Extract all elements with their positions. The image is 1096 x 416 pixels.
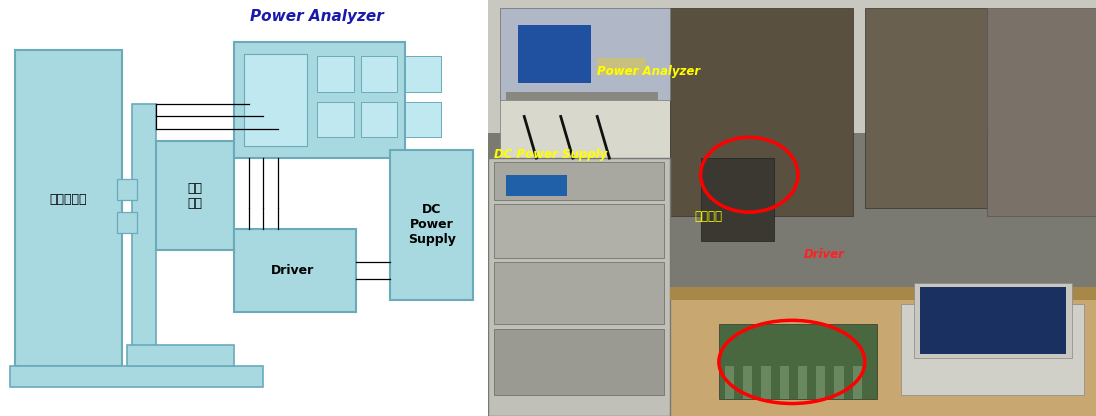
Bar: [235, 229, 356, 312]
Bar: [243, 54, 307, 146]
Bar: [865, 8, 986, 208]
Bar: [404, 56, 442, 92]
Bar: [762, 366, 770, 399]
Text: DC
Power
Supply: DC Power Supply: [408, 203, 456, 246]
Bar: [117, 179, 137, 200]
Bar: [500, 166, 670, 216]
Bar: [404, 102, 442, 137]
Bar: [724, 366, 734, 399]
Bar: [500, 8, 670, 100]
Text: Driver: Driver: [271, 264, 315, 277]
Bar: [853, 366, 861, 399]
Text: Power Analyzer: Power Analyzer: [597, 65, 700, 78]
Bar: [597, 58, 646, 75]
Bar: [719, 324, 877, 399]
Bar: [156, 141, 235, 250]
Bar: [743, 366, 752, 399]
Text: 부하시험기: 부하시험기: [49, 193, 87, 206]
Bar: [670, 287, 1096, 300]
Bar: [132, 104, 156, 366]
Bar: [500, 216, 670, 266]
Bar: [317, 56, 354, 92]
Text: Driver: Driver: [804, 248, 845, 261]
Bar: [901, 304, 1084, 395]
Bar: [117, 212, 137, 233]
Bar: [494, 262, 664, 324]
Bar: [127, 345, 235, 366]
Text: DC Power Supply: DC Power Supply: [494, 148, 607, 161]
Bar: [361, 102, 398, 137]
Bar: [494, 162, 664, 200]
Bar: [494, 204, 664, 258]
Bar: [700, 158, 774, 241]
Text: 구동모터: 구동모터: [695, 210, 722, 223]
Bar: [488, 158, 670, 416]
Bar: [500, 8, 670, 166]
Bar: [670, 8, 853, 216]
Bar: [488, 0, 1096, 133]
Bar: [779, 366, 789, 399]
Text: 구동
모터: 구동 모터: [187, 181, 203, 210]
Bar: [361, 56, 398, 92]
Bar: [390, 150, 473, 300]
Bar: [494, 329, 664, 395]
Bar: [10, 366, 263, 387]
Bar: [235, 42, 404, 158]
Bar: [597, 175, 616, 196]
Bar: [986, 8, 1096, 216]
Bar: [920, 287, 1065, 354]
Bar: [524, 175, 543, 196]
Bar: [518, 25, 591, 83]
Bar: [506, 175, 567, 196]
Bar: [14, 50, 122, 366]
Bar: [914, 283, 1072, 358]
Bar: [670, 291, 1096, 416]
Bar: [817, 366, 825, 399]
Bar: [834, 366, 844, 399]
Bar: [561, 175, 579, 196]
Text: Power Analyzer: Power Analyzer: [250, 9, 384, 24]
Bar: [506, 92, 658, 100]
Bar: [317, 102, 354, 137]
Bar: [798, 366, 807, 399]
